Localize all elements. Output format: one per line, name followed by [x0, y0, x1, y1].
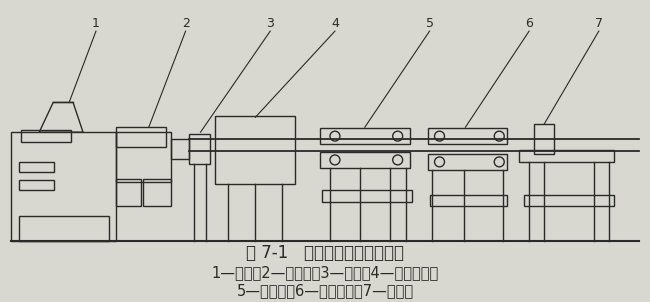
Bar	[188, 134, 211, 164]
Bar	[320, 128, 410, 144]
Bar	[171, 139, 188, 159]
Bar	[428, 128, 507, 144]
Bar	[20, 217, 109, 241]
Bar	[534, 124, 554, 154]
Text: 1: 1	[92, 17, 100, 30]
Text: 图 7-1   硬管挤出成型工艺流程: 图 7-1 硬管挤出成型工艺流程	[246, 244, 404, 262]
Bar	[21, 130, 71, 142]
Bar	[215, 116, 295, 184]
Bar	[320, 152, 410, 168]
Bar	[143, 179, 171, 207]
Bar	[428, 154, 507, 170]
Bar	[322, 190, 411, 201]
Bar	[430, 194, 507, 207]
Bar	[524, 194, 614, 207]
Text: 7: 7	[595, 17, 603, 30]
Bar	[116, 132, 171, 182]
Bar	[20, 162, 54, 172]
Text: 3: 3	[266, 17, 274, 30]
Bar	[20, 180, 54, 190]
Text: 5: 5	[426, 17, 434, 30]
Text: 1—料斗；2—加热器；3—机头；4—定型装置；: 1—料斗；2—加热器；3—机头；4—定型装置；	[211, 265, 439, 280]
Text: 5—冷却槽；6—牵引装置；7—切割机: 5—冷却槽；6—牵引装置；7—切割机	[237, 283, 413, 298]
Bar	[116, 127, 166, 147]
Text: 4: 4	[331, 17, 339, 30]
Text: 6: 6	[525, 17, 533, 30]
Bar	[116, 179, 141, 207]
Bar	[11, 132, 116, 241]
Text: 2: 2	[181, 17, 190, 30]
Bar	[519, 150, 614, 162]
